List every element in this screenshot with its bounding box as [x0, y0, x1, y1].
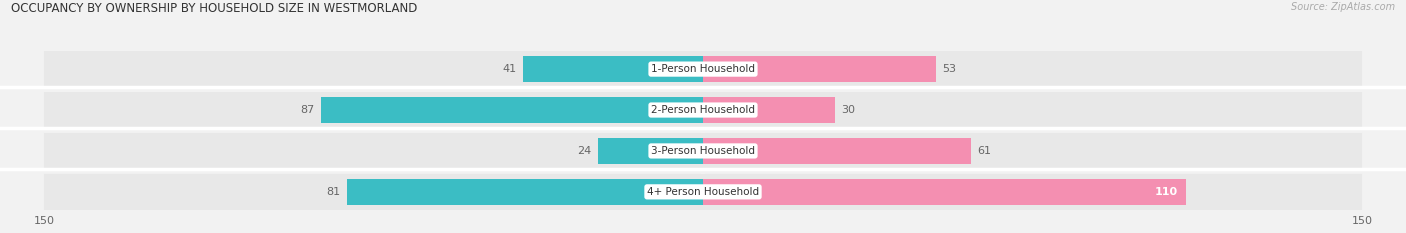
Bar: [703, 179, 1187, 205]
Text: 2-Person Household: 2-Person Household: [651, 105, 755, 115]
FancyBboxPatch shape: [44, 51, 700, 87]
FancyBboxPatch shape: [44, 133, 700, 169]
Bar: [703, 56, 936, 82]
Bar: [44, 51, 703, 87]
Bar: [44, 92, 703, 128]
Text: 1-Person Household: 1-Person Household: [651, 64, 755, 74]
Text: OCCUPANCY BY OWNERSHIP BY HOUSEHOLD SIZE IN WESTMORLAND: OCCUPANCY BY OWNERSHIP BY HOUSEHOLD SIZE…: [11, 2, 418, 15]
Text: 110: 110: [1154, 187, 1178, 197]
Bar: [347, 179, 703, 205]
Bar: [703, 97, 835, 123]
Bar: [523, 56, 703, 82]
FancyBboxPatch shape: [706, 92, 1362, 128]
Bar: [44, 133, 703, 169]
FancyBboxPatch shape: [44, 174, 700, 210]
Bar: [598, 138, 703, 164]
Text: 81: 81: [326, 187, 340, 197]
FancyBboxPatch shape: [706, 51, 1362, 87]
Text: 87: 87: [299, 105, 314, 115]
Text: 24: 24: [576, 146, 591, 156]
Bar: [321, 97, 703, 123]
Bar: [703, 174, 1362, 210]
Bar: [703, 133, 1362, 169]
Text: 3-Person Household: 3-Person Household: [651, 146, 755, 156]
FancyBboxPatch shape: [706, 174, 1362, 210]
Bar: [703, 138, 972, 164]
Bar: [703, 92, 1362, 128]
FancyBboxPatch shape: [706, 133, 1362, 169]
Text: 41: 41: [502, 64, 516, 74]
FancyBboxPatch shape: [44, 92, 700, 128]
Text: 53: 53: [942, 64, 956, 74]
Bar: [44, 174, 703, 210]
Text: Source: ZipAtlas.com: Source: ZipAtlas.com: [1291, 2, 1395, 12]
Text: 30: 30: [841, 105, 855, 115]
Bar: [703, 51, 1362, 87]
Text: 4+ Person Household: 4+ Person Household: [647, 187, 759, 197]
Text: 61: 61: [977, 146, 991, 156]
